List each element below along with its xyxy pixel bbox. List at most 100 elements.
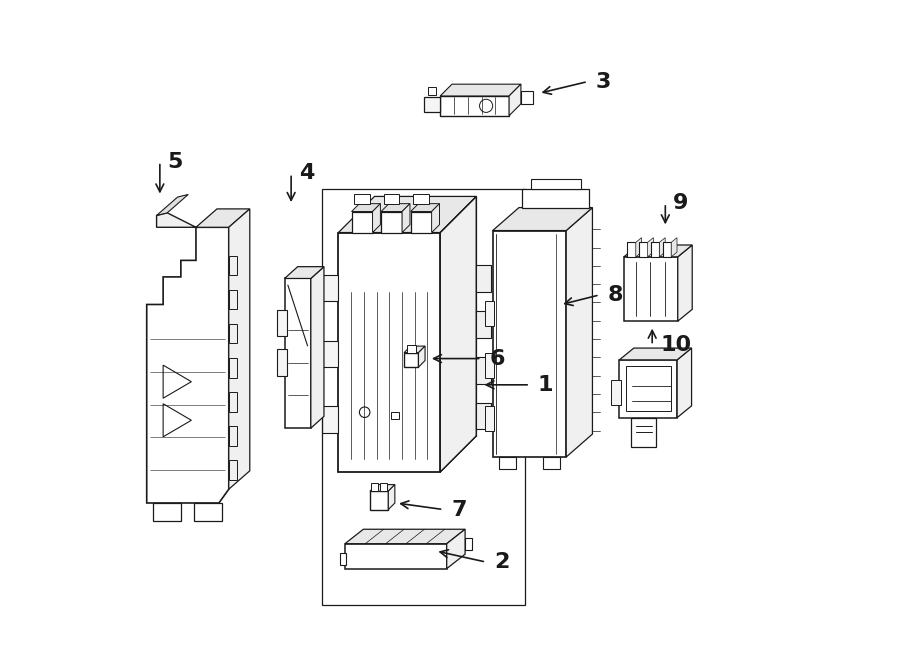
Bar [404,353,419,367]
Text: 4: 4 [299,164,314,183]
Bar [370,491,388,510]
Polygon shape [229,209,250,489]
Bar [476,403,491,430]
Bar [492,230,566,457]
Polygon shape [284,267,324,279]
Polygon shape [678,245,692,321]
Polygon shape [509,84,521,116]
Polygon shape [619,348,691,360]
Bar [651,242,660,257]
Polygon shape [388,485,395,510]
Polygon shape [381,204,410,212]
Polygon shape [404,346,425,353]
Bar [229,460,237,480]
Polygon shape [440,197,476,472]
Polygon shape [677,348,691,418]
Text: 7: 7 [451,500,467,520]
Text: 6: 6 [490,349,505,369]
Polygon shape [410,204,439,212]
Bar [624,257,678,321]
Bar [391,412,399,420]
Bar [338,232,440,472]
Polygon shape [671,238,677,257]
Polygon shape [322,406,338,433]
Bar [407,345,416,353]
Bar [229,290,237,309]
Polygon shape [196,209,250,227]
Bar [381,483,387,491]
Bar [355,195,370,204]
Bar [500,457,516,469]
Polygon shape [635,238,642,257]
Polygon shape [338,197,476,232]
Bar [371,483,378,491]
Polygon shape [648,238,653,257]
Bar [284,279,310,428]
Polygon shape [163,404,192,437]
Polygon shape [157,195,188,215]
Polygon shape [322,275,338,301]
Text: 2: 2 [494,552,509,572]
Bar [531,179,580,189]
Bar [626,367,670,411]
Bar [381,212,402,232]
Text: 8: 8 [608,285,623,305]
Bar [153,503,181,522]
Bar [229,358,237,377]
Text: 5: 5 [167,152,183,171]
Polygon shape [446,529,465,569]
Polygon shape [492,208,592,230]
Bar [339,553,346,565]
Polygon shape [345,529,465,544]
Bar [413,195,429,204]
Polygon shape [418,346,425,367]
Text: 9: 9 [673,193,689,213]
Bar [544,457,560,469]
Bar [627,242,635,257]
Bar [611,379,621,404]
Polygon shape [322,341,338,367]
Bar [410,212,432,232]
Bar [229,256,237,275]
Bar [662,242,671,257]
Bar [631,418,656,448]
Polygon shape [660,238,665,257]
Bar [229,324,237,344]
Polygon shape [432,204,439,232]
Bar [345,544,446,569]
Text: 10: 10 [660,336,691,355]
Bar [383,195,400,204]
Bar [229,392,237,412]
Bar [476,265,491,292]
Bar [276,350,286,375]
Bar [476,357,491,383]
Bar [521,91,533,104]
Bar [619,360,677,418]
Polygon shape [566,208,592,457]
Polygon shape [310,267,324,428]
Bar [352,212,373,232]
Text: 1: 1 [538,375,554,395]
Bar [465,538,472,550]
Bar [276,310,286,336]
Bar [322,189,526,605]
Bar [194,503,221,522]
Polygon shape [147,227,229,503]
Polygon shape [157,213,196,227]
Polygon shape [352,204,381,212]
Bar [229,426,237,446]
Polygon shape [163,365,192,399]
Polygon shape [440,84,521,96]
Polygon shape [402,204,410,232]
Polygon shape [624,245,692,257]
Bar [522,189,590,208]
Polygon shape [370,485,395,491]
Bar [476,311,491,338]
Polygon shape [373,204,381,232]
Text: 3: 3 [596,71,611,91]
Bar [485,301,494,326]
Bar [440,96,509,116]
Bar [485,354,494,378]
Bar [639,242,648,257]
Polygon shape [424,97,440,113]
